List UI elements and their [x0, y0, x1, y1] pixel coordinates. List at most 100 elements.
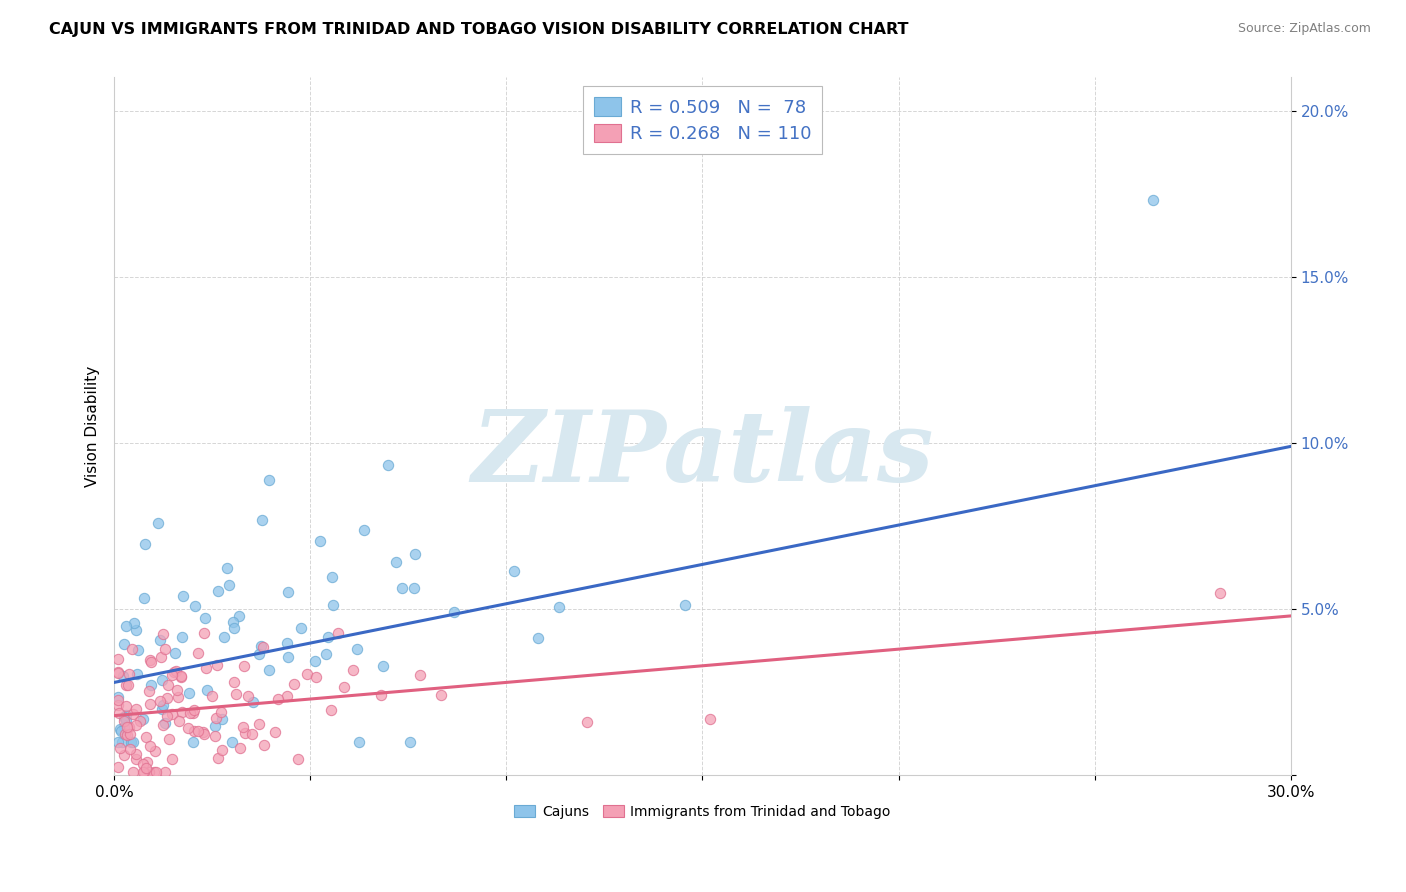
Point — [430, 689, 453, 703]
Point — [195, 661, 218, 675]
Point — [283, 677, 305, 691]
Point — [172, 589, 194, 603]
Point — [309, 534, 332, 549]
Point — [157, 732, 180, 747]
Point — [139, 653, 162, 667]
Point — [149, 632, 172, 647]
Point — [183, 702, 205, 716]
Point — [132, 756, 155, 771]
Point — [150, 673, 173, 687]
Point — [120, 726, 142, 740]
Point — [118, 721, 141, 735]
Point — [398, 735, 420, 749]
Point — [142, 765, 165, 780]
Point — [107, 665, 129, 680]
Point — [214, 630, 236, 644]
Point — [128, 714, 150, 729]
Point — [141, 656, 163, 670]
Point — [232, 658, 254, 673]
Point — [114, 747, 136, 762]
Point — [391, 581, 413, 595]
Point — [155, 708, 177, 723]
Point — [193, 726, 215, 740]
Point — [166, 690, 188, 704]
Point — [264, 725, 287, 739]
Point — [138, 765, 160, 780]
Point — [187, 646, 209, 660]
Point — [673, 598, 696, 612]
Point — [108, 722, 131, 736]
Text: ZIPatlas: ZIPatlas — [471, 406, 934, 502]
Point — [124, 717, 146, 731]
Point — [247, 647, 270, 661]
Point — [257, 473, 280, 487]
Point — [699, 713, 721, 727]
Text: CAJUN VS IMMIGRANTS FROM TRINIDAD AND TOBAGO VISION DISABILITY CORRELATION CHART: CAJUN VS IMMIGRANTS FROM TRINIDAD AND TO… — [49, 22, 908, 37]
Point — [191, 724, 214, 739]
Point — [108, 741, 131, 756]
Point — [107, 690, 129, 704]
Point — [145, 765, 167, 780]
Point — [503, 564, 526, 578]
Point — [124, 623, 146, 637]
Point — [125, 747, 148, 761]
Point — [127, 642, 149, 657]
Point — [117, 678, 139, 692]
Point — [181, 735, 204, 749]
Point — [187, 723, 209, 738]
Text: Source: ZipAtlas.com: Source: ZipAtlas.com — [1237, 22, 1371, 36]
Point — [121, 642, 143, 657]
Point — [107, 652, 129, 666]
Point — [207, 751, 229, 765]
Point — [295, 667, 318, 681]
Legend: Cajuns, Immigrants from Trinidad and Tobago: Cajuns, Immigrants from Trinidad and Tob… — [509, 799, 897, 824]
Point — [169, 669, 191, 683]
Point — [177, 686, 200, 700]
Point — [132, 712, 155, 726]
Point — [276, 636, 298, 650]
Point — [242, 695, 264, 709]
Point — [252, 738, 274, 752]
Point — [111, 735, 134, 749]
Point — [122, 615, 145, 630]
Point — [179, 706, 201, 720]
Point — [155, 641, 177, 656]
Point — [371, 659, 394, 673]
Point — [225, 687, 247, 701]
Point — [143, 744, 166, 758]
Point — [315, 647, 337, 661]
Point — [107, 665, 129, 680]
Point — [221, 735, 243, 749]
Point — [107, 706, 129, 720]
Point — [184, 599, 207, 614]
Point — [326, 625, 349, 640]
Point — [211, 712, 233, 726]
Point — [134, 591, 156, 605]
Point — [409, 667, 432, 681]
Point — [377, 458, 399, 472]
Point — [249, 639, 271, 653]
Point — [155, 765, 177, 780]
Point — [114, 727, 136, 741]
Point — [547, 599, 569, 614]
Point — [287, 752, 309, 766]
Point — [107, 760, 129, 774]
Point — [114, 698, 136, 713]
Point — [111, 669, 134, 683]
Point — [152, 698, 174, 712]
Point — [110, 723, 132, 738]
Point — [112, 710, 135, 724]
Point — [177, 722, 200, 736]
Point — [404, 548, 426, 562]
Point — [135, 731, 157, 745]
Point — [121, 735, 143, 749]
Point — [114, 714, 136, 728]
Point — [122, 706, 145, 721]
Point — [228, 609, 250, 624]
Point — [122, 735, 145, 749]
Point — [139, 698, 162, 712]
Point — [204, 718, 226, 732]
Point — [322, 598, 344, 612]
Point — [118, 666, 141, 681]
Point — [217, 561, 239, 575]
